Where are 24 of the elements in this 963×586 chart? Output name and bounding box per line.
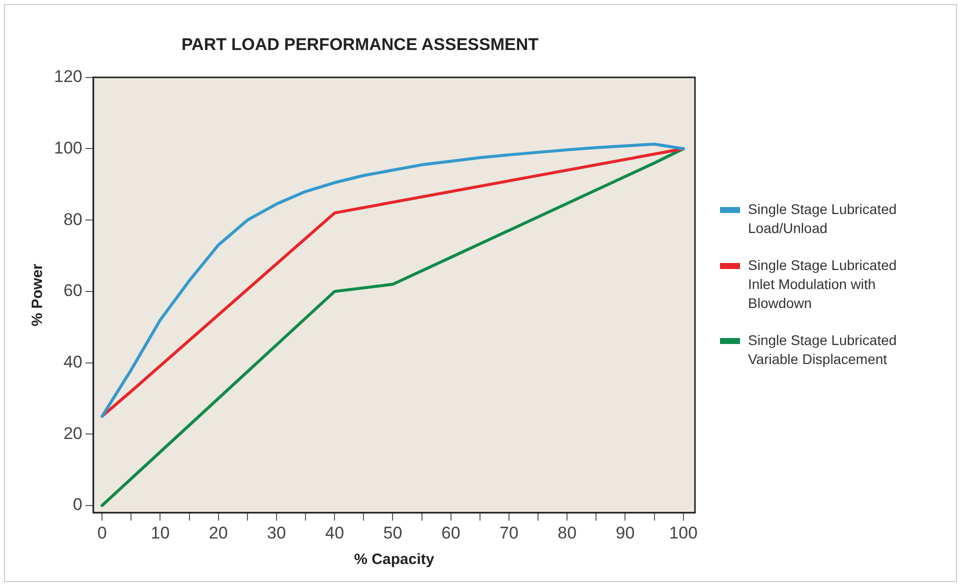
y-tick-label: 100 [54, 138, 82, 158]
y-tick-label: 20 [63, 424, 82, 443]
legend-label: Single Stage Lubricated Load/Unload [748, 200, 898, 238]
x-tick-label: 40 [325, 523, 344, 542]
x-tick-label: 30 [267, 523, 286, 542]
y-tick-label: 80 [63, 210, 82, 229]
chart-title: PART LOAD PERFORMANCE ASSESSMENT [181, 34, 540, 54]
x-tick-label: 100 [669, 523, 698, 542]
x-axis-title: % Capacity [354, 551, 435, 568]
y-tick-label: 120 [54, 67, 82, 86]
x-tick-label: 20 [208, 523, 228, 542]
x-tick-label: 10 [150, 523, 170, 542]
y-tick-label: 60 [63, 281, 82, 300]
x-tick-label: 90 [616, 523, 635, 542]
y-tick-label: 40 [63, 352, 82, 372]
x-tick-label: 70 [500, 523, 518, 542]
y-tick-label: 0 [72, 495, 82, 514]
y-axis-title: % Power [29, 264, 46, 326]
x-tick-label: 60 [441, 523, 460, 542]
legend-label: Single Stage Lubricated Variable Displacement [748, 331, 898, 369]
x-tick-label: 50 [383, 523, 402, 542]
x-tick-label: 80 [558, 523, 577, 542]
legend-label: Single Stage Lubricated Inlet Modulation with Blowdown [748, 256, 898, 313]
x-tick-label: 0 [97, 523, 107, 542]
